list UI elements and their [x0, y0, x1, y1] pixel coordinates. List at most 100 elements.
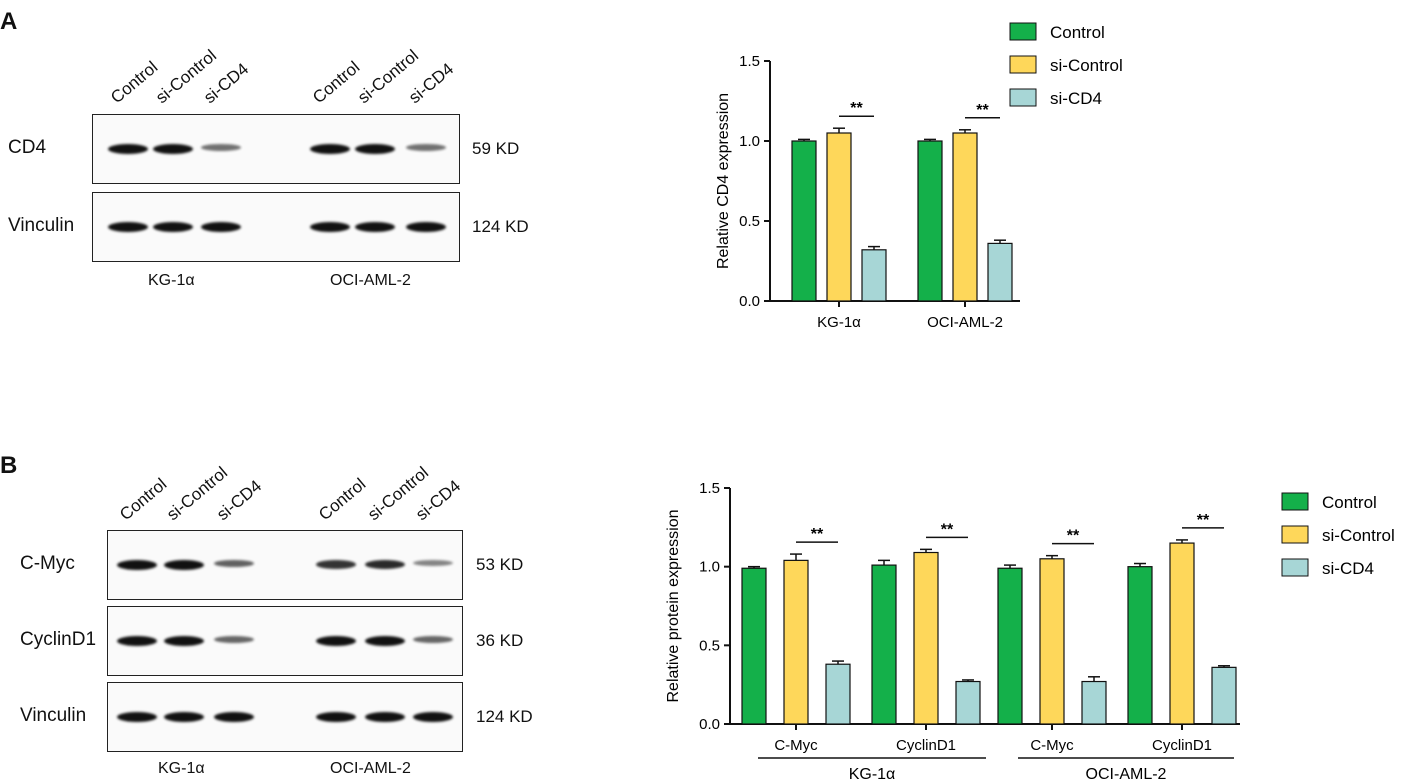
protein-band: [117, 712, 157, 722]
protein-band: [355, 222, 395, 232]
legend-label: Control: [1322, 493, 1377, 512]
significance-label: **: [1197, 512, 1210, 529]
protein-band: [153, 222, 193, 232]
protein-band: [413, 712, 453, 722]
bar: [825, 663, 851, 725]
bar: [871, 564, 897, 725]
lane-label: Control: [309, 57, 364, 108]
legend-swatch: [1009, 88, 1037, 107]
protein-band: [164, 712, 204, 722]
protein-label: Vinculin: [8, 215, 75, 236]
y-tick-label: 0.5: [739, 213, 760, 230]
protein-label: Vinculin: [20, 705, 87, 726]
protein-band: [117, 560, 157, 570]
cell-line-label: KG-1α: [148, 272, 195, 289]
bar: [955, 680, 981, 725]
legend-swatch: [1009, 55, 1037, 74]
protein-band: [406, 144, 446, 151]
protein-band: [310, 222, 350, 232]
protein-band: [365, 560, 405, 570]
y-tick-label: 0.0: [699, 716, 720, 733]
protein-band: [316, 560, 356, 569]
x-tick-label: C-Myc: [1030, 737, 1074, 754]
bar: [826, 132, 852, 302]
protein-band: [164, 636, 204, 646]
bar-chart-cd4-expression: 0.0 0.5 1.0 1.5 Relative CD4 expression ** KG-…: [715, 22, 1123, 331]
bar: [1211, 666, 1237, 725]
lane-label: Control: [107, 57, 162, 108]
y-tick-label: 1.5: [699, 480, 720, 497]
y-tick-label: 1.5: [739, 53, 760, 70]
legend-swatch: [1281, 492, 1309, 511]
group-label: OCI-AML-2: [1086, 766, 1167, 783]
cell-line-label: KG-1α: [158, 760, 205, 777]
protein-band: [413, 636, 453, 643]
x-tick-label: C-Myc: [774, 737, 818, 754]
bar: [783, 559, 809, 725]
x-tick-label: CyclinD1: [896, 737, 956, 754]
lane-label: Control: [116, 474, 171, 525]
legend-label: si-CD4: [1322, 559, 1374, 578]
protein-band: [365, 636, 405, 646]
protein-band: [108, 222, 148, 232]
protein-band: [108, 144, 148, 154]
y-axis-label: Relative CD4 expression: [715, 93, 732, 269]
protein-band: [201, 222, 241, 232]
protein-label: CD4: [8, 137, 47, 158]
significance-label: **: [811, 526, 824, 543]
legend-swatch: [1281, 525, 1309, 544]
protein-label: CyclinD1: [20, 629, 97, 650]
legend-label: si-CD4: [1050, 89, 1102, 108]
protein-band: [153, 144, 193, 154]
kd-label: 124 KD: [472, 217, 529, 236]
cell-line-label: OCI-AML-2: [330, 760, 411, 777]
bar-chart-protein-expression: 0.0 0.5 1.0 1.5 Relative protein expression *…: [665, 480, 1395, 783]
kd-label: 59 KD: [472, 139, 520, 158]
protein-band: [214, 712, 254, 722]
kd-label: 36 KD: [476, 631, 524, 650]
x-tick-label: KG-1α: [817, 314, 861, 331]
bar: [913, 551, 939, 725]
bar: [987, 242, 1013, 302]
y-tick-label: 1.0: [699, 559, 720, 576]
significance-label: **: [850, 100, 863, 117]
y-tick-label: 1.0: [739, 133, 760, 150]
legend-label: si-Control: [1322, 526, 1395, 545]
x-tick-label: OCI-AML-2: [927, 314, 1003, 331]
bar: [741, 567, 767, 725]
significance-label: **: [976, 102, 989, 119]
kd-label: 53 KD: [476, 555, 524, 574]
legend-swatch: [1281, 558, 1309, 577]
protein-band: [214, 636, 254, 643]
cell-line-label: OCI-AML-2: [330, 272, 411, 289]
blot-membrane: [107, 606, 463, 676]
legend-swatch: [1009, 22, 1037, 41]
y-axis-label: Relative protein expression: [665, 510, 682, 703]
protein-band: [316, 636, 356, 646]
protein-band: [164, 560, 204, 570]
protein-band: [117, 636, 157, 646]
bar: [1081, 680, 1107, 725]
protein-band: [355, 144, 395, 154]
blot-membrane: [107, 530, 463, 600]
bar: [791, 140, 817, 302]
protein-band: [406, 222, 446, 232]
group-label: KG-1α: [849, 766, 896, 783]
protein-band: [413, 560, 453, 567]
panel-letter-b: B: [0, 452, 18, 479]
protein-band: [214, 560, 254, 568]
blot-membrane: [107, 682, 463, 752]
bar: [917, 140, 943, 302]
bar: [1127, 566, 1153, 725]
bar: [997, 567, 1023, 725]
protein-band: [316, 712, 356, 722]
legend-label: si-Control: [1050, 56, 1123, 75]
panel-letter-a: A: [0, 8, 18, 35]
kd-label: 124 KD: [476, 707, 533, 726]
protein-band: [365, 712, 405, 722]
bar: [1169, 542, 1195, 725]
y-tick-label: 0.0: [739, 293, 760, 310]
bar: [1039, 558, 1065, 725]
significance-label: **: [1067, 528, 1080, 545]
legend-label: Control: [1050, 23, 1105, 42]
